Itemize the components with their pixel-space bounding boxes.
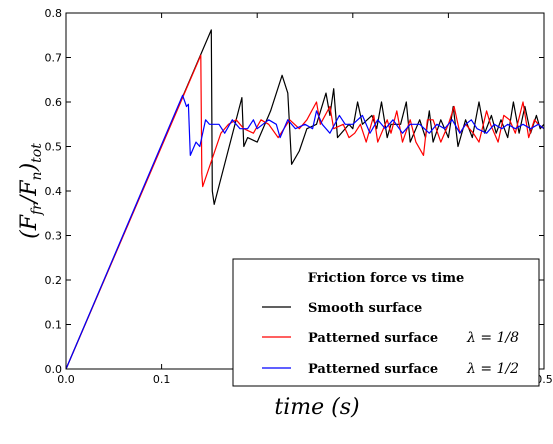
legend-box: [232, 258, 540, 387]
y-label-part: (F: [17, 214, 42, 239]
y-tick-label: 0.3: [45, 230, 63, 243]
legend-math-lambda-1-8: λ = 1/8: [466, 330, 519, 346]
y-tick-label: 0.8: [45, 7, 63, 20]
series-line-2: [65, 94, 545, 370]
y-label-sub: fr: [29, 202, 45, 216]
legend-label-lambda-1-2: Patterned surface: [308, 362, 438, 377]
y-tick-label: 0.6: [45, 96, 63, 109]
legend-title: Friction force vs time: [308, 271, 465, 286]
y-label-sub: tot: [29, 143, 45, 163]
x-tick-label: 0.0: [57, 373, 75, 386]
y-tick-label: 0.4: [45, 185, 63, 198]
series-line-0: [65, 29, 545, 370]
legend-math-lambda-1-2: λ = 1/2: [466, 361, 519, 377]
x-axis-label: time (s): [274, 395, 359, 420]
y-label-part: /F: [17, 180, 42, 205]
x-tick-label: 0.5: [535, 373, 553, 386]
series-line-1: [65, 54, 545, 370]
legend: Friction force vs time Smooth surface Pa…: [232, 258, 540, 387]
y-label-part: ): [17, 163, 42, 173]
legend-label-smooth: Smooth surface: [308, 301, 422, 316]
y-tick-label: 0.1: [45, 319, 63, 332]
y-tick-label: 0.0: [45, 363, 63, 376]
y-axis-label: (Ffr/Fn)tot: [17, 143, 45, 239]
legend-label-lambda-1-8: Patterned surface: [308, 331, 438, 346]
series-layer: [65, 29, 545, 370]
y-label-sub: n: [29, 171, 45, 180]
x-tick-label: 0.1: [153, 373, 171, 386]
svg-text:(Ffr/Fn)tot: (Ffr/Fn)tot: [17, 143, 45, 239]
y-tick-label: 0.7: [45, 52, 63, 65]
y-tick-label: 0.5: [45, 141, 63, 154]
y-tick-label: 0.2: [45, 274, 63, 287]
